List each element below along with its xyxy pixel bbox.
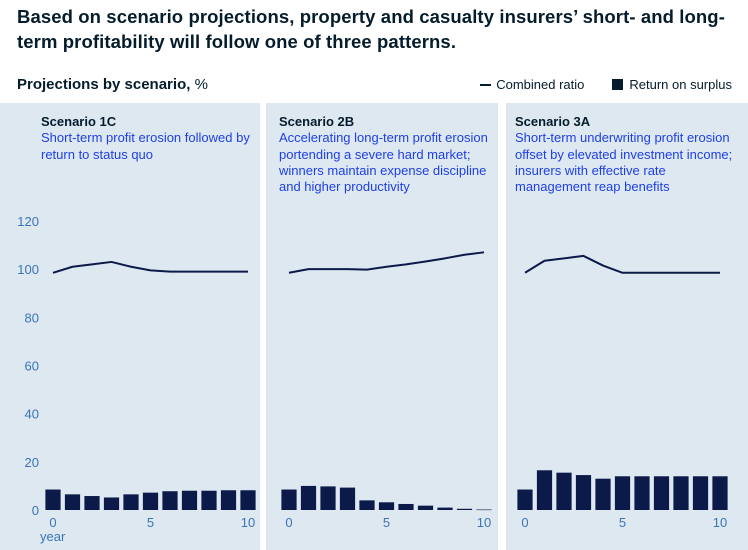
- panel-text-scenario-2b: Scenario 2B Accelerating long-term profi…: [279, 114, 491, 195]
- return-on-surplus-bar: [673, 476, 689, 510]
- legend-label-combined-ratio: Combined ratio: [496, 77, 585, 92]
- return-on-surplus-bar: [103, 497, 120, 510]
- return-on-surplus-bar: [692, 476, 709, 510]
- return-on-surplus-bar: [201, 490, 217, 510]
- subtitle-label: Projections by scenario,: [17, 76, 191, 93]
- panel-background: [266, 103, 498, 550]
- x-tick-label: 5: [147, 515, 154, 530]
- square-swatch-icon: [612, 79, 624, 90]
- line-swatch-icon: [480, 83, 492, 86]
- return-on-surplus-bar: [240, 490, 256, 510]
- panel-title: Scenario 1C: [41, 114, 117, 129]
- return-on-surplus-bar: [339, 487, 356, 510]
- combined-ratio-line: [52, 260, 248, 274]
- legend: Combined ratio Return on surplus: [452, 77, 732, 92]
- chart-subtitle: Projections by scenario, %: [17, 76, 208, 93]
- return-on-surplus-bar: [575, 475, 592, 510]
- return-on-surplus-bar: [84, 496, 100, 510]
- panel-background: [0, 103, 260, 550]
- y-tick-label: 80: [25, 310, 39, 325]
- panel-title: Scenario 2B: [279, 114, 355, 129]
- return-on-surplus-bar: [64, 494, 81, 510]
- return-on-surplus-bar: [536, 470, 553, 510]
- legend-item-combined-ratio: Combined ratio: [480, 77, 584, 92]
- return-on-surplus-bar: [517, 489, 533, 510]
- x-tick-label: 10: [713, 515, 727, 530]
- subtitle-unit: %: [190, 76, 208, 93]
- panel-description: Short-term profit erosion followed by re…: [41, 130, 250, 162]
- x-tick-label: 10: [477, 515, 491, 530]
- y-tick-label: 20: [25, 455, 39, 470]
- return-on-surplus-bar: [220, 490, 237, 510]
- x-tick-label: 0: [285, 515, 292, 530]
- x-tick-label: 5: [383, 515, 390, 530]
- return-on-surplus-bar: [281, 489, 297, 510]
- return-on-surplus-bar: [378, 502, 395, 510]
- x-axis-label: year: [40, 529, 66, 544]
- combined-ratio-line: [288, 251, 485, 274]
- return-on-surplus-bar: [614, 476, 631, 510]
- x-tick-label: 10: [241, 515, 255, 530]
- return-on-surplus-bar: [476, 509, 492, 511]
- return-on-surplus-bar: [181, 490, 198, 510]
- return-on-surplus-bar: [653, 476, 670, 510]
- return-on-surplus-bar: [456, 508, 473, 510]
- return-on-surplus-bar: [398, 503, 414, 510]
- x-tick-label: 0: [49, 515, 56, 530]
- return-on-surplus-bar: [556, 472, 572, 510]
- panel-text-scenario-3a: Scenario 3A Short-term underwriting prof…: [515, 114, 733, 195]
- combined-ratio-line: [524, 254, 720, 274]
- y-tick-label: 0: [32, 503, 39, 518]
- y-tick-label: 40: [25, 407, 39, 422]
- chart-title: Based on scenario projections, property …: [17, 6, 725, 52]
- panel-description: Short-term underwriting profit erosion o…: [515, 130, 733, 195]
- return-on-surplus-bar: [359, 500, 375, 510]
- return-on-surplus-bar: [123, 494, 139, 510]
- return-on-surplus-bar: [634, 476, 650, 510]
- panel-description: Accelerating long-term profit erosion po…: [279, 130, 488, 195]
- return-on-surplus-bar: [142, 492, 159, 510]
- x-tick-label: 0: [521, 515, 528, 530]
- panel-text-scenario-1c: Scenario 1C Short-term profit erosion fo…: [41, 114, 253, 163]
- legend-label-return-on-surplus: Return on surplus: [629, 77, 732, 92]
- y-tick-label: 100: [17, 262, 39, 277]
- return-on-surplus-bar: [300, 485, 317, 510]
- y-tick-label: 60: [25, 359, 39, 374]
- legend-item-return-on-surplus: Return on surplus: [612, 77, 732, 92]
- return-on-surplus-bar: [162, 491, 178, 510]
- y-tick-label: 120: [17, 214, 39, 229]
- panel-title: Scenario 3A: [515, 114, 591, 129]
- return-on-surplus-bar: [712, 476, 728, 510]
- x-tick-label: 5: [619, 515, 626, 530]
- return-on-surplus-bar: [45, 489, 61, 510]
- return-on-surplus-bar: [417, 505, 434, 510]
- return-on-surplus-bar: [595, 478, 611, 510]
- return-on-surplus-bar: [437, 507, 453, 510]
- return-on-surplus-bar: [320, 486, 336, 510]
